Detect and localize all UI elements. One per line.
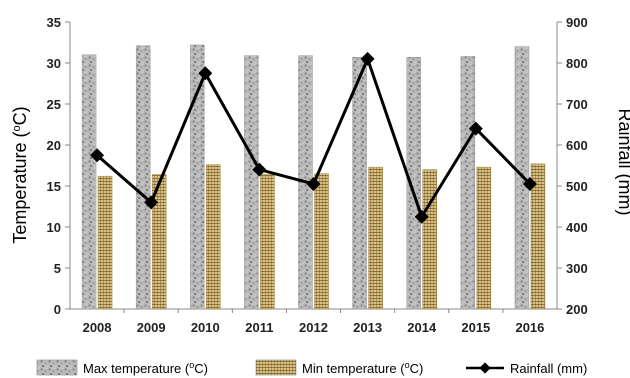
bar-min-temperature (206, 164, 221, 310)
legend-label-max: Max temperature (oC) (83, 360, 208, 376)
bars (81, 44, 546, 310)
x-tick-label: 2015 (461, 320, 490, 335)
y-tick-label-right: 200 (566, 302, 588, 317)
x-tick-label: 2016 (515, 320, 544, 335)
y-tick-label-left: 15 (47, 179, 61, 194)
x-tick-label: 2010 (191, 320, 220, 335)
x-tick-label: 2011 (245, 320, 273, 335)
x-tick-label: 2012 (299, 320, 328, 335)
x-tick-label: 2013 (353, 320, 382, 335)
bar-max-temperature (406, 57, 421, 310)
rainfall-series (90, 51, 537, 224)
rainfall-point (522, 176, 537, 191)
y-tick-label-left: 20 (47, 138, 61, 153)
bar-max-temperature (244, 55, 259, 310)
y-tick-label-left: 10 (47, 220, 61, 235)
bar-min-temperature (151, 174, 167, 310)
rainfall-point (144, 195, 159, 210)
y-tick-label-right: 300 (566, 261, 588, 276)
bar-min-temperature (314, 173, 329, 310)
bar-min-temperature (260, 174, 275, 310)
bar-max-temperature (460, 56, 476, 310)
rainfall-point (90, 148, 105, 163)
bar-min-temperature (368, 166, 383, 310)
legend-swatch-min (255, 359, 297, 376)
legend-marker-rainfall (479, 362, 491, 374)
bar-max-temperature (135, 45, 151, 310)
y-tick-label-right: 400 (566, 220, 588, 235)
bar-min-temperature (530, 163, 546, 310)
rainfall-point (360, 51, 375, 66)
rainfall-point (252, 162, 267, 177)
x-tick-label: 2014 (407, 320, 437, 335)
y-tick-label-left: 0 (54, 302, 61, 317)
legend-label-min: Min temperature (oC) (302, 360, 423, 376)
bar-max-temperature (81, 54, 97, 310)
bar-max-temperature (352, 57, 367, 310)
rainfall-point (414, 209, 429, 224)
y-tick-label-right: 800 (566, 56, 588, 71)
legend-swatch-max (36, 359, 78, 376)
axes (65, 21, 562, 313)
bar-min-temperature (422, 169, 437, 310)
y-tick-label-right: 900 (566, 15, 588, 30)
rainfall-point (306, 176, 321, 191)
y-tick-label-left: 25 (47, 97, 61, 112)
legend: Max temperature (oC) Min temperature (oC… (36, 359, 587, 376)
bar-max-temperature (190, 44, 205, 310)
y-tick-label-right: 700 (566, 97, 588, 112)
y-tick-label-left: 30 (47, 56, 61, 71)
x-tick-label: 2009 (137, 320, 166, 335)
y-axis-left-title: Temperature (oC) (10, 106, 30, 243)
tick-labels: 0 5 10 15 20 25 30 35 200 300 400 500 600 700 800 900 20… (47, 15, 588, 335)
y-tick-label-right: 500 (566, 179, 588, 194)
y-axis-right-title: Rainfall (mm) (615, 108, 630, 215)
bar-min-temperature (97, 175, 113, 310)
legend-label-rainfall: Rainfall (mm) (510, 361, 587, 376)
rainfall-point (198, 66, 213, 81)
y-tick-label-right: 600 (566, 138, 588, 153)
y-tick-label-left: 35 (47, 15, 61, 30)
x-tick-label: 2008 (83, 320, 112, 335)
rainfall-point (468, 121, 483, 136)
bar-min-temperature (476, 166, 492, 310)
y-tick-label-left: 5 (54, 261, 61, 276)
